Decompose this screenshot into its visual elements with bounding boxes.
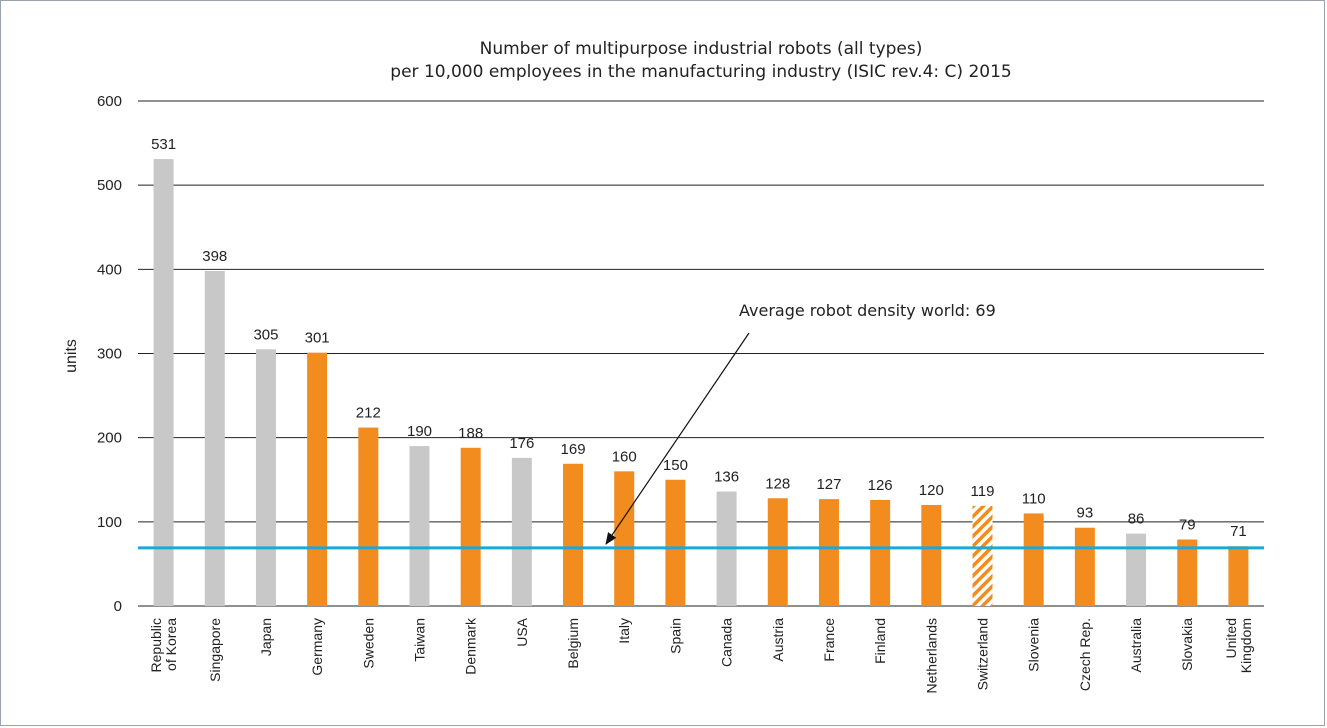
x-tick-label: Italy [616,618,632,644]
bar [204,271,225,606]
y-axis-label: units [63,339,80,373]
y-axis-ticks: 0 100 200 300 400 500 600 [97,93,122,615]
x-axis-ticks: Republic of Korea Singapore Japan Germany Swe… [148,617,1254,693]
data-label: 190 [407,423,432,440]
x-tick-label: Finland [872,618,888,664]
x-tick-label: Spain [667,618,683,654]
x-tick-label: Kingdom [1238,618,1254,673]
data-label: 176 [509,435,534,452]
bar [358,427,379,606]
bar [1023,513,1044,606]
bar [409,446,430,606]
bar [511,457,532,606]
bar [1126,533,1147,606]
bar [870,499,891,606]
bar [1074,527,1095,606]
bar [972,505,993,606]
data-label: 398 [202,248,227,265]
x-tick-label: Sweden [360,618,376,669]
bar [665,479,686,606]
data-label: 136 [714,469,739,486]
bars [153,159,1249,606]
data-label: 119 [971,483,995,500]
data-label: 79 [1179,517,1196,534]
data-label: 531 [151,136,176,153]
data-label: 169 [561,441,586,458]
data-label: 71 [1230,523,1247,540]
bar [460,447,481,606]
reference-annotation: Average robot density world: 69 [739,301,996,320]
bar [153,159,174,606]
chart-title-line-2: per 10,000 employees in the manufacturin… [390,62,1011,82]
bar [614,471,635,606]
gridlines [138,100,1264,607]
y-tick-label: 100 [97,514,122,531]
data-label: 128 [765,475,790,492]
data-label: 86 [1128,511,1145,528]
data-label: 93 [1077,505,1094,522]
data-label: 126 [868,477,893,494]
data-label: 160 [612,448,637,465]
x-tick-label: Germany [309,618,325,676]
y-tick-label: 500 [97,177,122,194]
x-tick-label: Australia [1128,618,1144,673]
x-tick-label: of Korea [163,618,179,671]
y-tick-label: 400 [97,261,122,278]
bar [921,505,942,606]
data-label: 127 [816,476,841,493]
x-tick-label: Slovenia [1026,618,1042,672]
data-label: 150 [663,457,688,474]
bar [563,463,584,606]
data-label: 120 [919,482,944,499]
x-tick-label: France [821,618,837,662]
data-label: 110 [1022,490,1046,507]
bar [255,349,276,606]
data-labels: 531 398 305 301 212 190 188 176 169 160 150 136 128 1… [151,136,1247,540]
x-tick-label: Netherlands [923,618,939,694]
y-tick-label: 600 [97,93,122,110]
chart-title-line-1: Number of multipurpose industrial robots… [480,39,923,59]
x-tick-label: Belgium [565,618,581,669]
bar [767,498,788,606]
y-tick-label: 300 [97,346,122,363]
data-label: 212 [356,405,381,422]
bar [818,499,839,606]
data-label: 188 [458,425,483,442]
y-tick-label: 0 [114,598,122,615]
x-tick-label: Canada [719,618,735,667]
data-label: 301 [305,330,330,347]
x-tick-label: Singapore [207,618,223,682]
x-tick-label: Japan [258,618,274,656]
bar [1228,546,1249,606]
x-tick-label: Denmark [463,617,479,675]
x-tick-label: United [1223,618,1239,658]
x-tick-label: Austria [770,618,786,662]
x-tick-label: Taiwan [412,618,428,662]
x-tick-label: Czech Rep. [1077,618,1093,691]
y-tick-label: 200 [97,430,122,447]
x-tick-label: USA [514,617,530,646]
bar [1177,539,1198,606]
data-label: 305 [253,326,278,343]
bar [307,352,328,606]
x-tick-label: Republic [148,618,164,672]
x-tick-label: Switzerland [975,618,991,690]
annotation-arrow [605,332,750,545]
x-tick-label: Slovakia [1179,618,1195,671]
